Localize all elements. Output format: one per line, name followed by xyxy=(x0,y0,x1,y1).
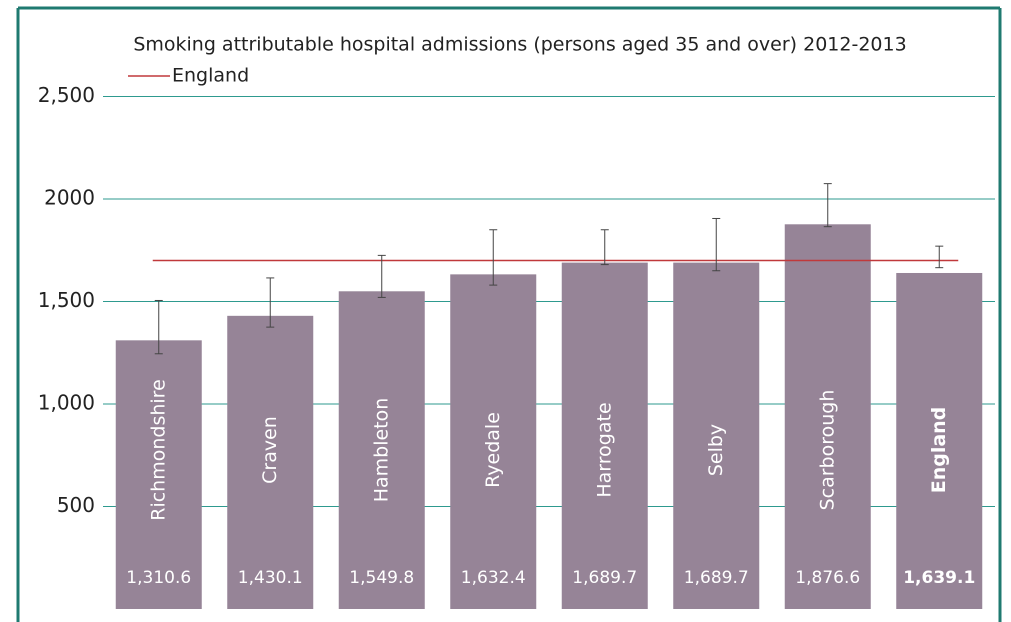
category-label: Harrogate xyxy=(593,402,615,497)
category-label: Scarborough xyxy=(816,390,838,511)
y-tick-label: 1,000 xyxy=(38,391,95,415)
bar xyxy=(784,224,871,609)
value-label: 1,639.1 xyxy=(903,568,975,588)
category-label: England xyxy=(928,407,950,494)
category-label: Ryedale xyxy=(482,412,504,488)
y-tick-label: 2000 xyxy=(44,186,95,210)
bar xyxy=(450,274,537,609)
value-label: 1,430.1 xyxy=(238,568,303,588)
category-label: Craven xyxy=(259,416,281,484)
category-label: Selby xyxy=(705,424,727,476)
chart-title: Smoking attributable hospital admissions… xyxy=(133,34,906,56)
bar xyxy=(227,315,314,609)
category-label: Hambleton xyxy=(370,398,392,503)
bar xyxy=(896,272,983,609)
value-label: 1,689.7 xyxy=(572,568,637,588)
value-label: 1,876.6 xyxy=(795,568,860,588)
value-label: 1,549.8 xyxy=(349,568,414,588)
y-tick-label: 1,500 xyxy=(38,288,95,312)
bar xyxy=(115,340,202,609)
value-label: 1,310.6 xyxy=(126,568,191,588)
y-tick-label: 2,500 xyxy=(38,83,95,107)
value-label: 1,689.7 xyxy=(684,568,749,588)
y-tick-label: 500 xyxy=(57,493,95,517)
category-label: Richmondshire xyxy=(147,379,169,521)
bar xyxy=(561,262,648,609)
value-label: 1,632.4 xyxy=(461,568,526,588)
bar xyxy=(338,291,425,609)
bar xyxy=(673,262,760,609)
legend-label: England xyxy=(172,65,249,87)
